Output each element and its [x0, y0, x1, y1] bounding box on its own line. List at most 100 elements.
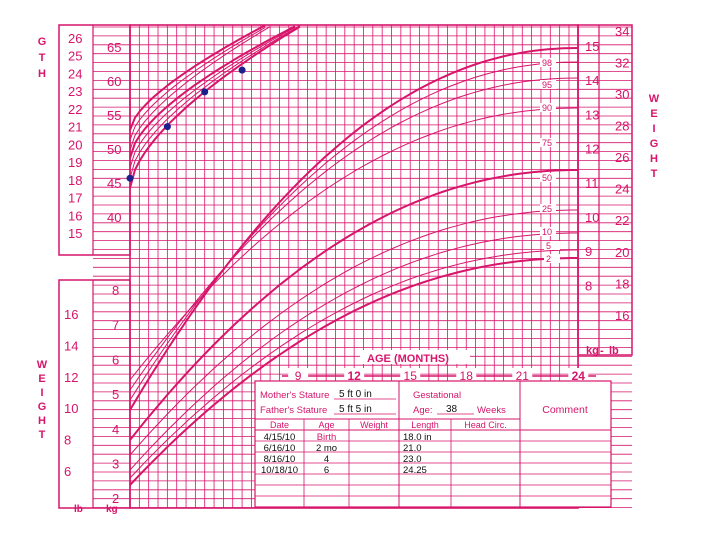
percentile-label-bg: [544, 254, 560, 263]
table-cell: 2 mo: [316, 443, 337, 454]
fathers-stature-label: Father's Stature: [260, 405, 327, 416]
age-tick: 24: [572, 369, 586, 383]
weight-lb-tick: 12: [64, 370, 78, 385]
age-tick: 21: [516, 369, 530, 383]
right-weight-lb-tick: 18: [615, 276, 629, 291]
length-in-tick: 23: [68, 84, 82, 99]
percentile-label-bg: [540, 138, 556, 147]
length-cm-tick: 55: [107, 108, 121, 123]
mothers-stature-label: Mother's Stature: [260, 390, 329, 401]
length-curve: [129, 26, 296, 169]
length-in-tick: 22: [68, 102, 82, 117]
right-weight-kg-tick: 11: [585, 176, 599, 191]
weight-curve-10: [129, 232, 578, 471]
record-table: Mother's Stature 5 ft 0 in Father's Statur…: [254, 380, 612, 508]
weight-side-letter: T: [39, 429, 46, 441]
percentile-label-90: 90: [542, 103, 552, 113]
right-weight-kg-tick: 9: [585, 244, 592, 259]
comment-label: Comment: [542, 404, 588, 416]
right-weight-lb-tick: 22: [615, 213, 629, 228]
right-lb-unit: lb: [609, 345, 619, 357]
right-weight-lb-tick: 20: [615, 245, 629, 260]
length-in-tick: 18: [68, 173, 82, 188]
weeks-label: Weeks: [477, 405, 506, 416]
age-tick: 15: [404, 369, 418, 383]
weight-curve-75: [129, 107, 579, 381]
length-in-tick: 19: [68, 155, 82, 170]
mothers-stature-value: 5 ft 0 in: [339, 389, 372, 400]
age-tick: 12: [347, 369, 361, 383]
table-header: Age: [318, 420, 334, 430]
age-tick-bg: [512, 368, 533, 382]
table-cell: 21.0: [403, 443, 422, 454]
weight-curve-90: [129, 77, 579, 391]
table-header: Date: [270, 420, 289, 430]
right-weight-lb-tick: 34: [615, 24, 629, 39]
percentile-label-25: 25: [542, 204, 552, 214]
length-point: [201, 88, 209, 96]
data-points: [126, 66, 246, 182]
right-weight-lb-tick: 24: [615, 182, 629, 197]
weight-curve-2: [129, 257, 578, 486]
length-point: [163, 123, 171, 131]
percentile-label-bg: [540, 173, 556, 182]
right-weight-letter: H: [650, 153, 658, 165]
age-axis-label: AGE (MONTHS): [367, 353, 449, 365]
left-kg-unit: kg: [106, 504, 118, 515]
weight-kg-tick: 2: [112, 491, 119, 506]
weight-side-letter: G: [38, 401, 47, 413]
length-cm-tick: 65: [107, 40, 121, 55]
right-weight-kg-tick: 8: [585, 278, 592, 293]
percentile-label-bg: [544, 241, 560, 250]
length-curve: [129, 25, 301, 179]
table-cell: 10/18/10: [261, 465, 298, 476]
age-tick-bg: [568, 368, 589, 382]
length-in-tick: 15: [68, 226, 82, 241]
right-weight-letter: G: [650, 138, 659, 150]
length-cm-tick: 50: [107, 142, 121, 157]
length-curve: [129, 24, 266, 131]
weight-lb-tick: 10: [64, 401, 78, 416]
length-curve: [129, 27, 266, 141]
table-cell: 24.25: [403, 465, 427, 476]
percentile-label-5: 5: [546, 241, 551, 251]
age-tick-bg: [456, 368, 477, 382]
age-label: Age:: [413, 405, 433, 416]
right-weight-kg-tick: 10: [585, 210, 599, 225]
table-cell: 4: [324, 454, 329, 465]
weight-curve-25: [129, 209, 578, 456]
right-weight-letter: I: [652, 123, 655, 135]
weight-curve-98: [129, 47, 579, 411]
length-in-tick: 20: [68, 137, 82, 152]
percentile-label-bg: [540, 80, 556, 89]
left-lb-unit: lb: [74, 504, 83, 515]
table-cell: Birth: [317, 432, 337, 443]
plot-frame: [129, 24, 579, 509]
table-cell: 6: [324, 465, 329, 476]
axis-labels: 9895907550251052656055504540262524232221…: [37, 24, 660, 515]
fathers-stature-value: 5 ft 5 in: [339, 404, 372, 415]
percentile-label-50: 50: [542, 173, 552, 183]
table-cell: 18.0 in: [403, 432, 432, 443]
age-tick-bg: [288, 368, 309, 382]
percentile-label-98: 98: [542, 58, 552, 68]
weight-kg-tick: 3: [112, 457, 119, 472]
weight-lb-tick: 6: [64, 464, 71, 479]
length-in-tick: 25: [68, 49, 82, 64]
age-tick-bg: [400, 368, 421, 382]
age-tick: 18: [460, 369, 474, 383]
length-side-letter: G: [38, 36, 47, 48]
length-cm-tick: 45: [107, 176, 121, 191]
table-header: Head Circ.: [464, 420, 507, 430]
length-in-tick: 17: [68, 191, 82, 206]
table-cell: 4/15/10: [264, 432, 296, 443]
right-weight-letter: W: [649, 93, 660, 105]
gestational-label: Gestational: [413, 390, 461, 401]
length-in-tick: 21: [68, 120, 82, 135]
length-cm-tick: 40: [107, 210, 121, 225]
length-side-letter: T: [39, 52, 46, 64]
right-weight-letter: T: [651, 168, 658, 180]
length-side-letter: H: [38, 68, 46, 80]
right-weight-letter: E: [650, 108, 657, 120]
table-header: Length: [411, 420, 439, 430]
